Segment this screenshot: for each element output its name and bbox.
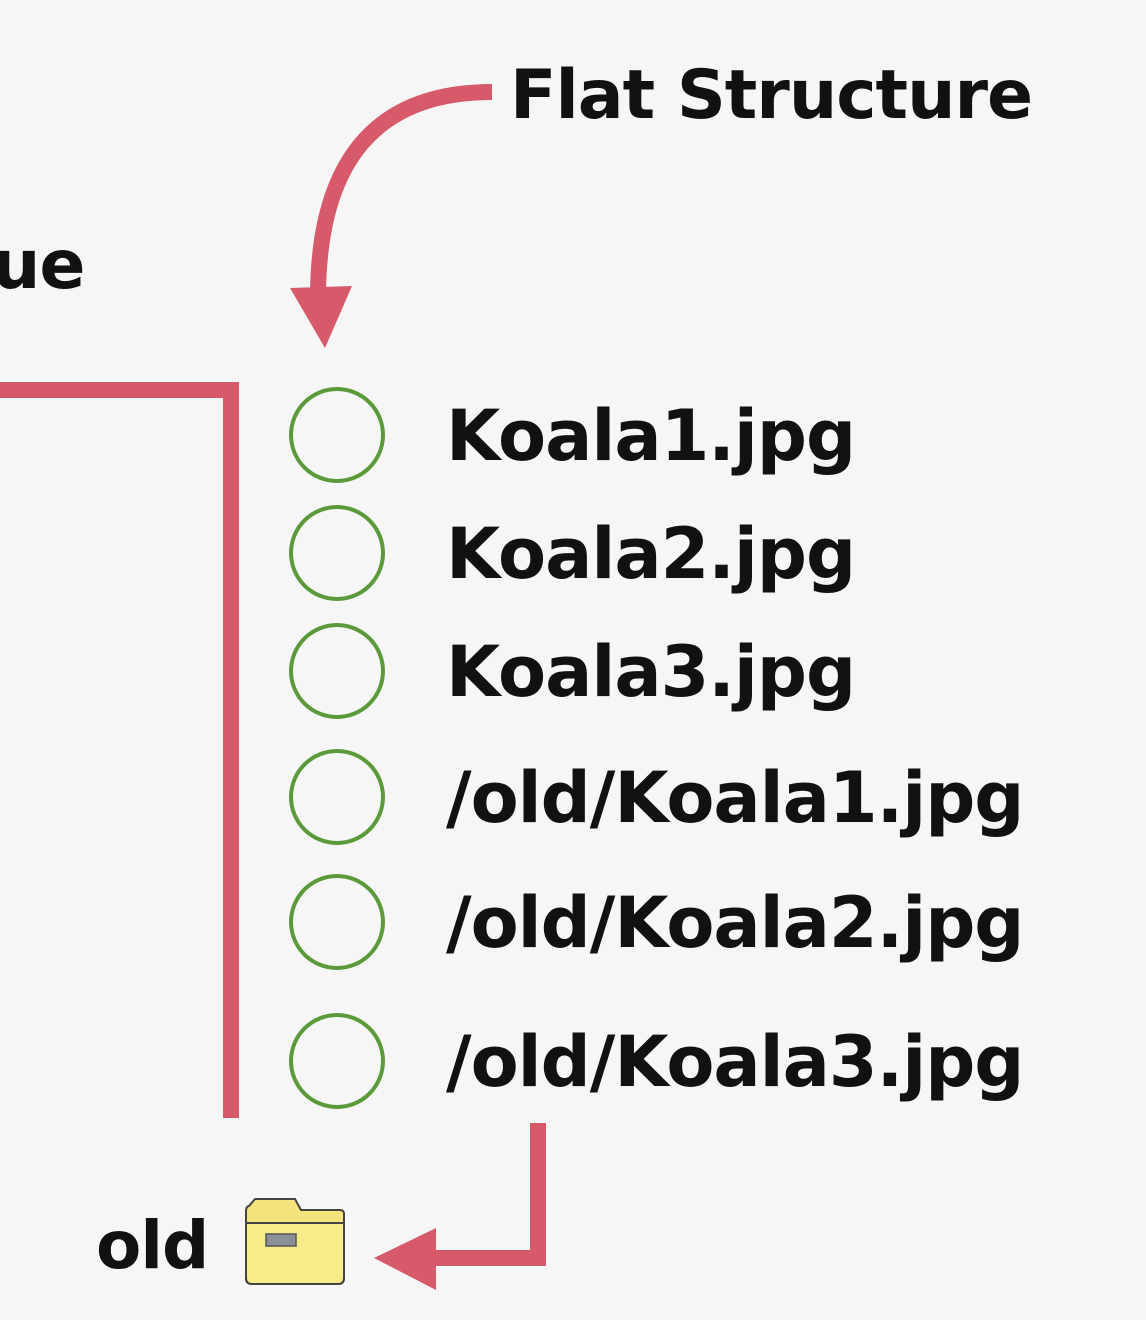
file-item-label-1: Koala1.jpg	[446, 395, 856, 477]
file-circle-6	[289, 1013, 385, 1109]
folder-icon	[245, 1198, 345, 1285]
file-circle-1	[289, 387, 385, 483]
folder-pointer-arrowhead	[374, 1228, 436, 1290]
title-pointer-arrowhead	[290, 286, 352, 348]
file-item-label-4: /old/Koala1.jpg	[446, 757, 1024, 839]
cut-off-heading-text: ue	[0, 226, 86, 305]
left-bracket-line	[0, 382, 239, 1118]
file-circle-2	[289, 505, 385, 601]
diagram-title: Flat Structure	[510, 56, 1033, 135]
folder-pointer-arrow	[428, 1123, 546, 1266]
folder-label: old	[96, 1207, 209, 1284]
file-item-label-3: Koala3.jpg	[446, 631, 856, 713]
file-circle-5	[289, 874, 385, 970]
title-pointer-arrow	[310, 84, 493, 299]
file-item-label-2: Koala2.jpg	[446, 513, 856, 595]
file-item-label-5: /old/Koala2.jpg	[446, 882, 1024, 964]
file-item-label-6: /old/Koala3.jpg	[446, 1021, 1024, 1103]
file-circle-3	[289, 623, 385, 719]
file-circle-4	[289, 749, 385, 845]
